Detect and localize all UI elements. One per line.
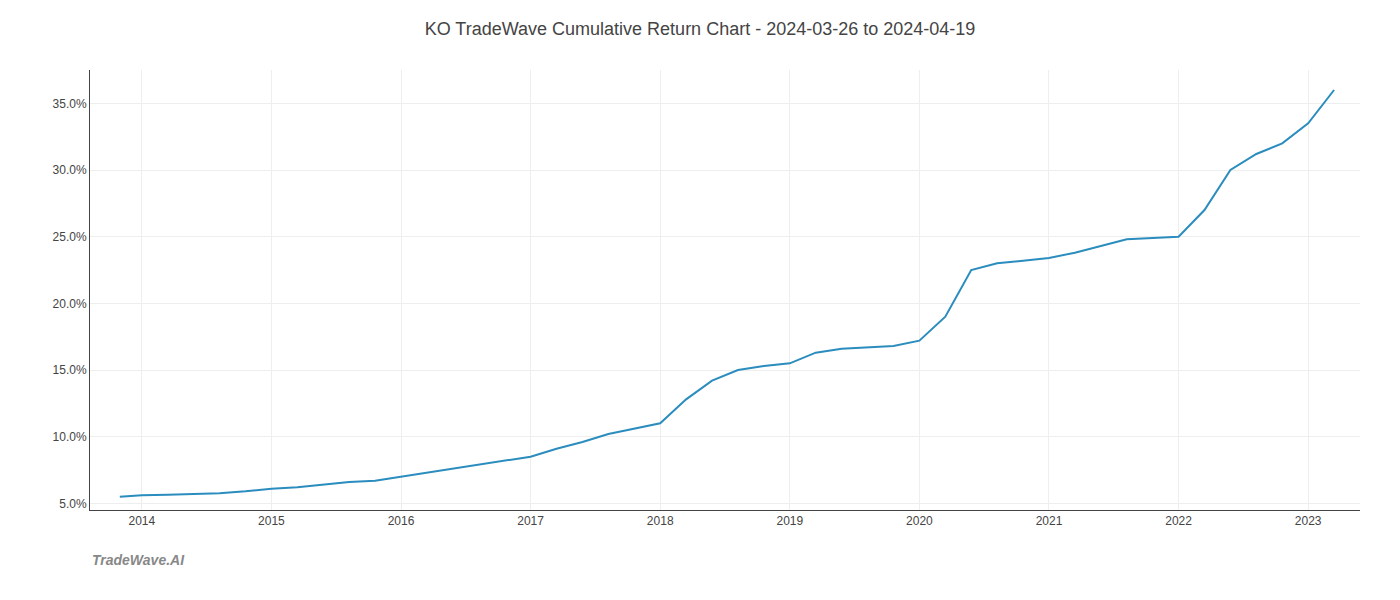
svg-text:2021: 2021	[1036, 514, 1063, 528]
svg-text:2018: 2018	[647, 514, 674, 528]
svg-text:KO TradeWave Cumulative Return: KO TradeWave Cumulative Return Chart - 2…	[425, 19, 976, 39]
svg-text:2019: 2019	[776, 514, 803, 528]
svg-text:5.0%: 5.0%	[59, 497, 87, 511]
svg-text:2023: 2023	[1295, 514, 1322, 528]
svg-text:2020: 2020	[906, 514, 933, 528]
svg-text:15.0%: 15.0%	[53, 363, 87, 377]
svg-text:2022: 2022	[1165, 514, 1192, 528]
svg-text:2015: 2015	[258, 514, 285, 528]
svg-text:2016: 2016	[388, 514, 415, 528]
svg-text:2014: 2014	[128, 514, 155, 528]
svg-text:20.0%: 20.0%	[53, 297, 87, 311]
svg-text:30.0%: 30.0%	[53, 163, 87, 177]
svg-text:10.0%: 10.0%	[53, 430, 87, 444]
svg-text:25.0%: 25.0%	[53, 230, 87, 244]
svg-text:TradeWave.AI: TradeWave.AI	[92, 552, 185, 568]
svg-text:2017: 2017	[517, 514, 544, 528]
svg-text:35.0%: 35.0%	[53, 97, 87, 111]
